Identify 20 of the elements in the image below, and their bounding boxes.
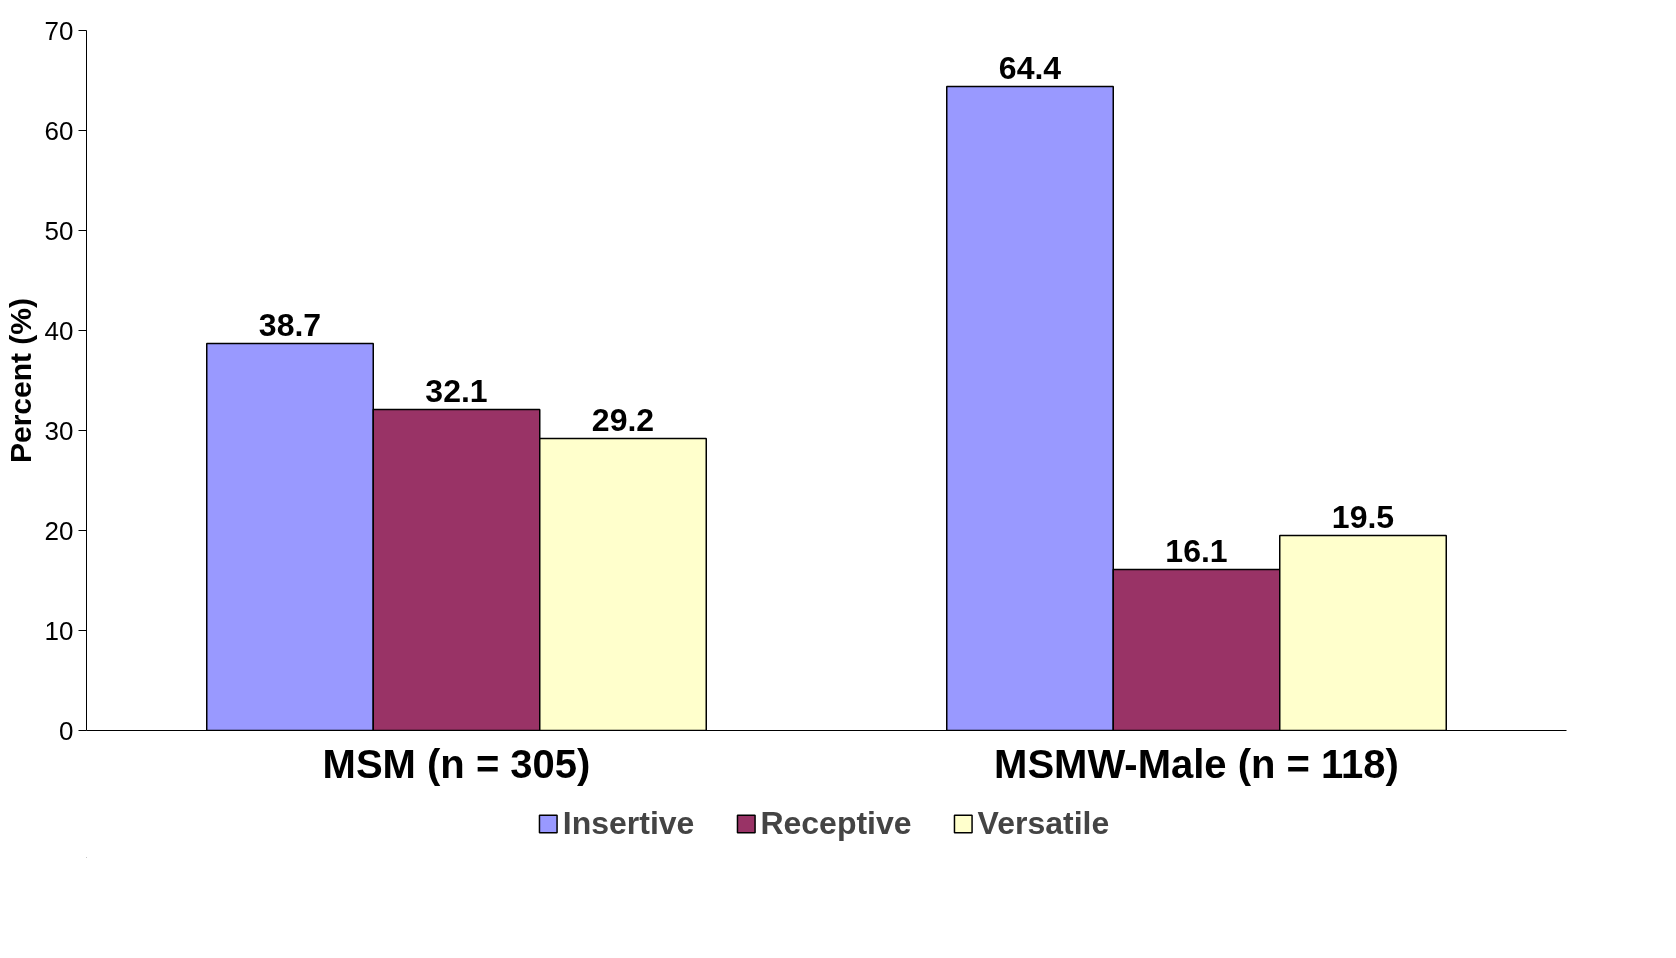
x-tick-label: MSM (n = 305): [322, 741, 591, 786]
y-tick-label: 0: [59, 715, 74, 746]
y-tick-label: 60: [44, 115, 74, 146]
y-tick-label: 30: [44, 415, 74, 446]
legend-label: Insertive: [562, 804, 695, 842]
data-label: 38.7: [258, 306, 322, 343]
y-tick-label: 20: [44, 515, 74, 546]
legend-label: Versatile: [977, 804, 1110, 842]
y-tick-label: 70: [44, 15, 74, 46]
legend-label: Receptive: [760, 804, 912, 842]
data-label: 64.4: [998, 49, 1062, 86]
y-tick-label: 10: [44, 615, 74, 646]
x-tick-label: MSMW-Male (n = 118): [994, 741, 1399, 786]
y-tick-label: 40: [44, 315, 74, 346]
data-label: 29.2: [591, 401, 655, 438]
y-tick-label: 50: [44, 215, 74, 246]
data-label: 19.5: [1331, 498, 1395, 535]
data-label: 32.1: [425, 372, 488, 409]
y-axis-title: Percent (%): [3, 297, 37, 464]
data-label: 16.1: [1165, 532, 1228, 569]
